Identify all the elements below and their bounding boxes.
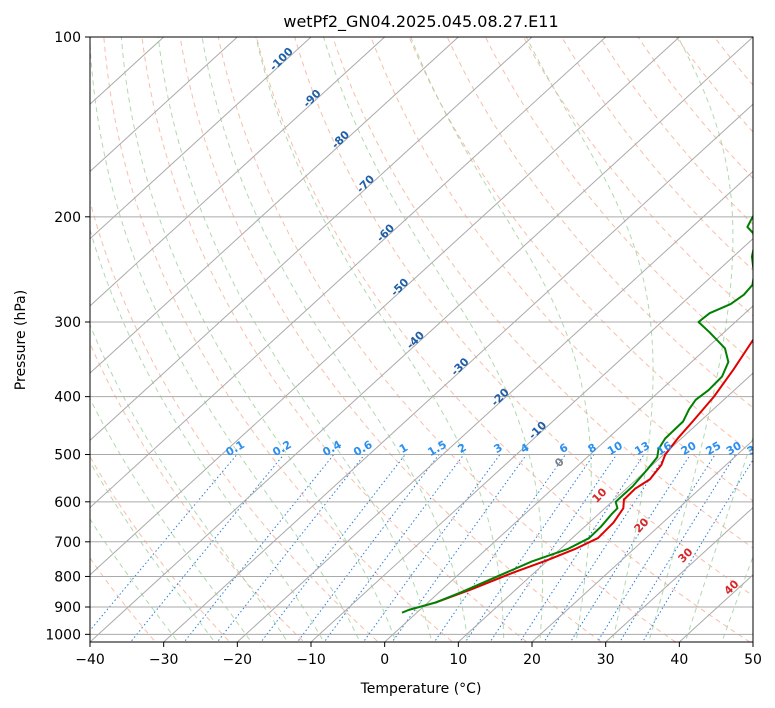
isotherm-line	[162, 103, 753, 642]
moist-adiabat-line	[90, 227, 325, 642]
x-tick-label: 50	[744, 652, 762, 668]
y-tick-label: 400	[54, 390, 81, 406]
plot-frame	[89, 36, 754, 643]
isotherm-line	[90, 37, 607, 509]
mixing-ratio-line	[183, 454, 335, 642]
y-tick-label: 900	[54, 600, 81, 616]
dry-adiabat-line	[255, 37, 751, 642]
isotherm-line	[531, 439, 753, 642]
moist-adiabat-line	[90, 461, 216, 642]
moist-adiabat-line	[120, 37, 397, 642]
x-axis-label: Temperature (°C)	[360, 681, 482, 697]
x-tick-label: 30	[597, 652, 615, 668]
x-tick-label: 10	[449, 652, 467, 668]
dry-adiabat-line	[179, 37, 603, 642]
moist-adiabat-line	[255, 37, 505, 642]
moist-adiabat-line	[323, 37, 544, 642]
dry-adiabat-line	[141, 37, 528, 642]
y-tick-label: 600	[54, 495, 81, 511]
isotherm-line	[90, 37, 312, 240]
mixing-ratio-line	[464, 454, 595, 642]
y-tick-label: 500	[54, 448, 81, 464]
dry-adiabat-line	[294, 37, 753, 597]
y-tick-label: 100	[54, 30, 81, 46]
isotherm-line	[457, 372, 753, 642]
chart-title: wetPf2_GN04.2025.045.08.27.E11	[283, 12, 558, 32]
x-tick-label: 20	[523, 652, 541, 668]
temperature-line	[434, 338, 753, 604]
y-tick-label: 200	[54, 210, 81, 226]
y-axis-label: Pressure (hPa)	[13, 290, 29, 390]
x-tick-label: −10	[296, 652, 326, 668]
x-tick-label: 0	[380, 652, 389, 668]
moist-adiabat-line	[157, 37, 433, 642]
isotherm-line	[90, 37, 533, 442]
mixing-ratio-line	[596, 454, 716, 642]
mixing-ratio-line	[619, 454, 737, 642]
moist-adiabat-line	[90, 37, 361, 642]
mixing-ratio-line	[216, 454, 366, 642]
x-tick-label: −20	[223, 652, 253, 668]
axes: −40 −30 −20 −10 0 10 20 30 40 50 100 200 300 400 500 60…	[45, 30, 762, 668]
x-tick-label: −30	[149, 652, 179, 668]
mixing-ratio-line	[543, 454, 667, 642]
moist-adiabat-line	[684, 435, 753, 642]
dewpoint-line	[401, 214, 753, 614]
dry-adiabat-line	[90, 199, 380, 642]
dry-adiabat-line	[408, 37, 753, 455]
y-tick-label: 1000	[45, 627, 81, 643]
moist-adiabat-line	[648, 37, 734, 642]
mixing-ratio-line	[489, 454, 618, 642]
isotherm-line	[90, 37, 239, 173]
isotherm-line	[310, 237, 753, 642]
mixing-ratio-line	[519, 454, 645, 642]
x-tick-label: −40	[75, 652, 105, 668]
mixing-ratio-line	[433, 454, 566, 642]
dry-adiabat-line	[446, 37, 753, 409]
moist-adiabat-line	[410, 37, 592, 642]
isotherm-line	[90, 37, 681, 576]
dry-adiabat-line	[332, 37, 753, 549]
y-tick-label: 800	[54, 569, 81, 585]
mixing-ratio-line	[362, 454, 501, 642]
isotherm-line	[236, 170, 753, 642]
isotherm-line	[383, 305, 753, 642]
mixing-ratio-line	[569, 454, 691, 642]
moist-adiabat-line	[721, 555, 753, 642]
y-tick-label: 700	[54, 535, 81, 551]
mixing-ratio-label: 36	[745, 439, 765, 458]
isotherm-line	[90, 37, 753, 642]
mixing-ratio-line	[323, 454, 465, 642]
dry-adiabat-line	[217, 37, 677, 642]
isotherm-line	[90, 37, 386, 307]
profile-series	[401, 214, 753, 614]
background-lines	[90, 37, 753, 642]
dry-adiabat-line	[370, 37, 753, 502]
mixing-ratio-line	[129, 454, 285, 642]
isotherm-line	[90, 37, 460, 374]
isotherm-line	[604, 506, 753, 642]
moist-adiabat-line	[201, 37, 469, 642]
moist-adiabat-line	[90, 397, 252, 642]
y-tick-label: 300	[54, 315, 81, 331]
dry-adiabat-line	[90, 455, 231, 642]
moist-adiabat-line	[90, 323, 289, 642]
x-tick-label: 40	[670, 652, 688, 668]
